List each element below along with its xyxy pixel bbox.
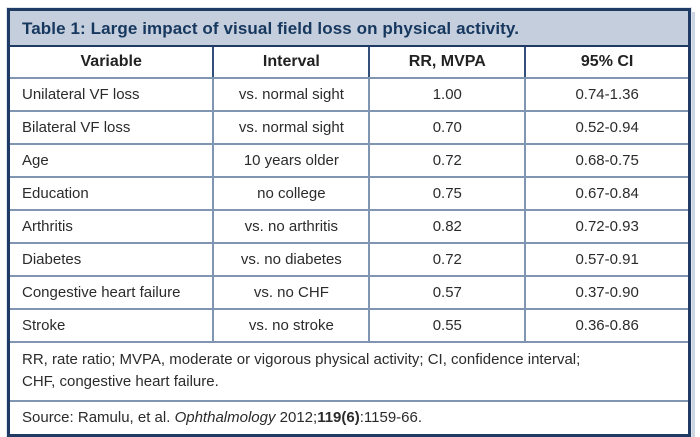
table-row: Unilateral VF loss vs. normal sight 1.00… xyxy=(10,78,688,112)
source-row: Source: Ramulu, et al. Ophthalmology 201… xyxy=(10,401,688,434)
cell-variable: Stroke xyxy=(10,309,214,343)
cell-rr: 1.00 xyxy=(368,78,526,112)
cell-variable: Arthritis xyxy=(10,210,214,244)
cell-rr: 0.55 xyxy=(368,309,526,343)
table-row: Age 10 years older 0.72 0.68-0.75 xyxy=(10,144,688,178)
cell-ci: 0.57-0.91 xyxy=(524,243,688,277)
cell-ci: 0.72-0.93 xyxy=(524,210,688,244)
cell-interval: no college xyxy=(212,177,370,211)
cell-interval: vs. no CHF xyxy=(212,276,370,310)
table-row: Bilateral VF loss vs. normal sight 0.70 … xyxy=(10,111,688,145)
cell-ci: 0.67-0.84 xyxy=(524,177,688,211)
cell-variable: Bilateral VF loss xyxy=(10,111,214,145)
cell-ci: 0.52-0.94 xyxy=(524,111,688,145)
table-title: Table 1: Large impact of visual field lo… xyxy=(10,11,688,47)
cell-variable: Age xyxy=(10,144,214,178)
cell-interval: vs. normal sight xyxy=(212,78,370,112)
cell-rr: 0.70 xyxy=(368,111,526,145)
column-header-rr-mvpa: RR, MVPA xyxy=(368,47,526,79)
table-row: Education no college 0.75 0.67-0.84 xyxy=(10,177,688,211)
cell-interval: vs. no stroke xyxy=(212,309,370,343)
cell-ci: 0.37-0.90 xyxy=(524,276,688,310)
footnote-line-2: CHF, congestive heart failure. xyxy=(22,373,219,390)
cell-interval: 10 years older xyxy=(212,144,370,178)
cell-rr: 0.82 xyxy=(368,210,526,244)
column-header-variable: Variable xyxy=(10,47,214,79)
cell-rr: 0.72 xyxy=(368,243,526,277)
footnote-row: RR, rate ratio; MVPA, moderate or vigoro… xyxy=(10,342,688,402)
source-journal-name: Ophthalmology xyxy=(174,409,276,426)
source-volume-issue: 119(6) xyxy=(317,409,360,426)
source-citation: Source: Ramulu, et al. Ophthalmology 201… xyxy=(10,401,688,434)
cell-ci: 0.68-0.75 xyxy=(524,144,688,178)
cell-interval: vs. no diabetes xyxy=(212,243,370,277)
cell-interval: vs. normal sight xyxy=(212,111,370,145)
cell-rr: 0.72 xyxy=(368,144,526,178)
cell-variable: Diabetes xyxy=(10,243,214,277)
cell-interval: vs. no arthritis xyxy=(212,210,370,244)
header-row: Variable Interval RR, MVPA 95% CI xyxy=(10,47,688,79)
table-row: Congestive heart failure vs. no CHF 0.57… xyxy=(10,276,688,310)
cell-variable: Congestive heart failure xyxy=(10,276,214,310)
cell-rr: 0.75 xyxy=(368,177,526,211)
cell-variable: Education xyxy=(10,177,214,211)
abbreviations-footnote: RR, rate ratio; MVPA, moderate or vigoro… xyxy=(10,342,688,402)
cell-ci: 0.74-1.36 xyxy=(524,78,688,112)
footnote-line-1: RR, rate ratio; MVPA, moderate or vigoro… xyxy=(22,351,581,368)
source-year: 2012; xyxy=(275,409,318,426)
cell-rr: 0.57 xyxy=(368,276,526,310)
cell-ci: 0.36-0.86 xyxy=(524,309,688,343)
table-row: Arthritis vs. no arthritis 0.82 0.72-0.9… xyxy=(10,210,688,244)
table-row: Stroke vs. no stroke 0.55 0.36-0.86 xyxy=(10,309,688,343)
column-header-95ci: 95% CI xyxy=(524,47,688,79)
source-prefix: Source: Ramulu, et al. xyxy=(22,409,175,426)
table-row: Diabetes vs. no diabetes 0.72 0.57-0.91 xyxy=(10,243,688,277)
source-pages: :1159-66. xyxy=(359,409,423,426)
cell-variable: Unilateral VF loss xyxy=(10,78,214,112)
data-table: Variable Interval RR, MVPA 95% CI Unilat… xyxy=(10,47,688,434)
table-panel: Table 1: Large impact of visual field lo… xyxy=(7,8,691,437)
column-header-interval: Interval xyxy=(212,47,370,79)
